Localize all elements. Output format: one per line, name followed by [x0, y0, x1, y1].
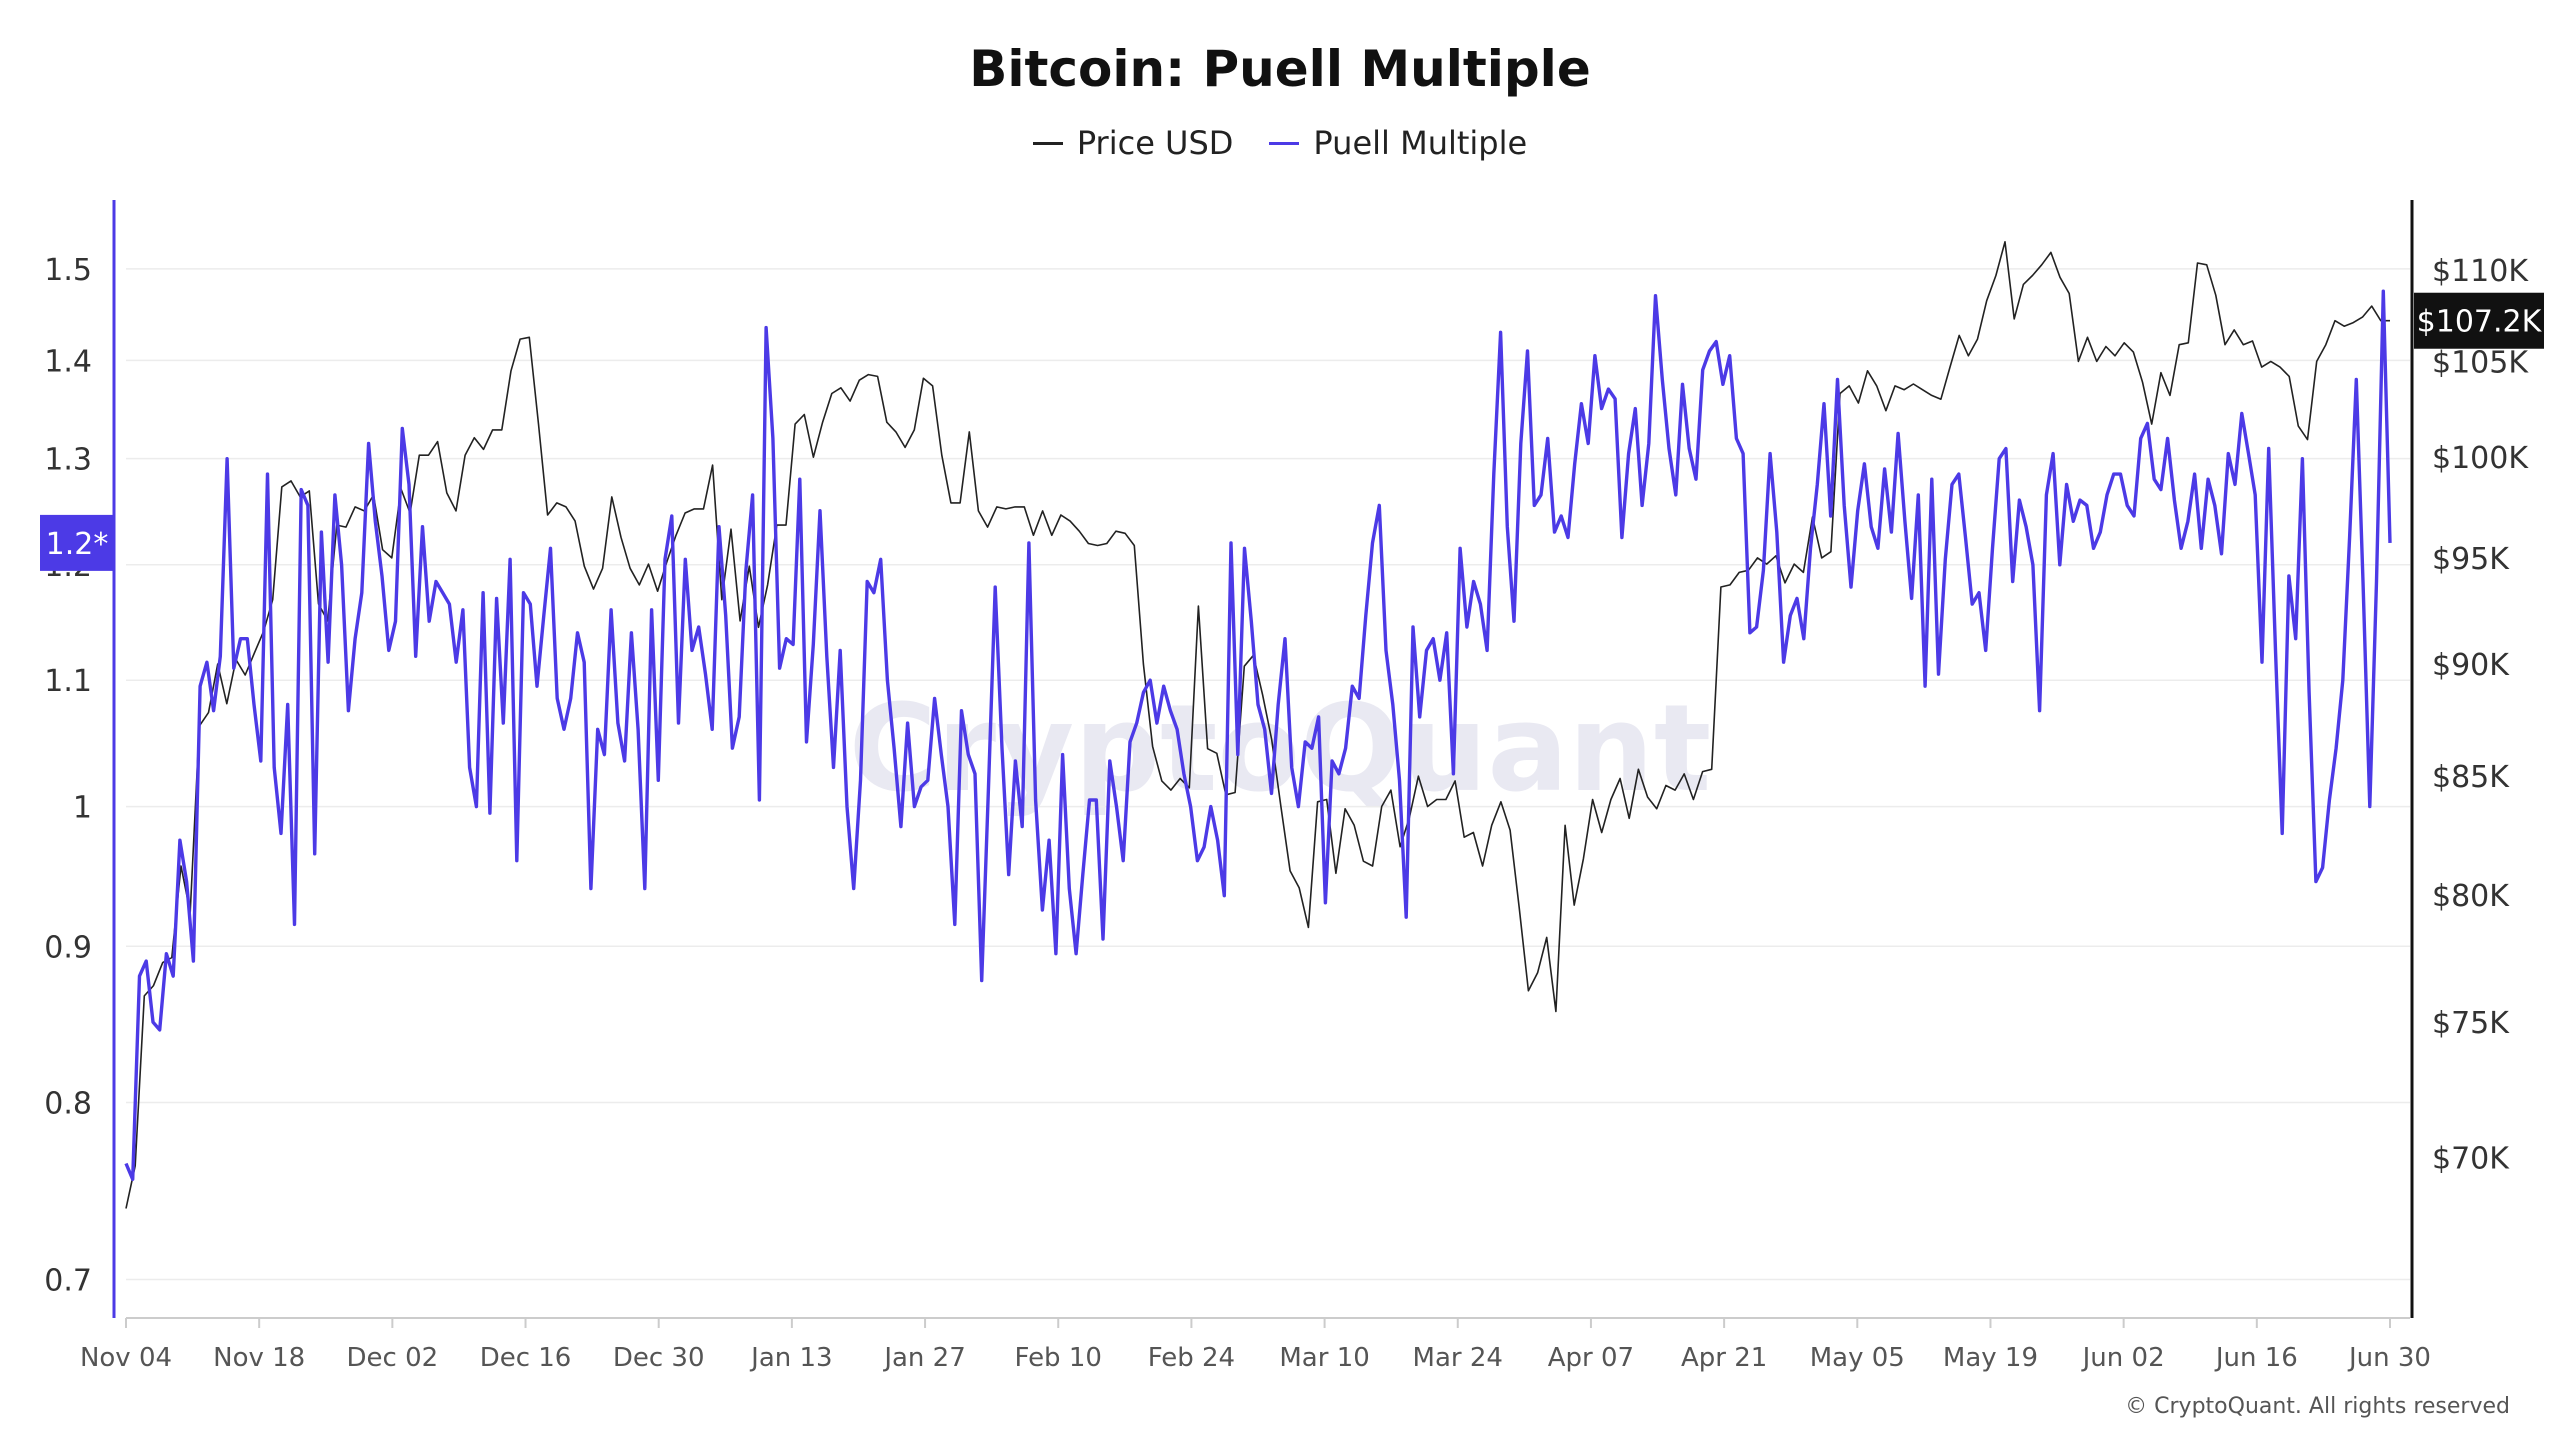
right-current-badge-label: $107.2K [2417, 305, 2543, 340]
left-tick-label: 0.8 [44, 1086, 92, 1121]
chart-title: Bitcoin: Puell Multiple [969, 40, 1591, 98]
right-tick-label: $100K [2432, 441, 2529, 476]
copyright-text: © CryptoQuant. All rights reserved [2125, 1394, 2510, 1419]
right-tick-label: $75K [2432, 1006, 2510, 1041]
x-tick-label: Dec 16 [480, 1343, 572, 1373]
legend-label-price: Price USD [1076, 124, 1234, 162]
right-tick-label: $85K [2432, 760, 2510, 795]
left-tick-label: 0.7 [44, 1264, 92, 1299]
x-tick-label: Apr 07 [1548, 1343, 1634, 1373]
x-tick-label: Dec 02 [347, 1343, 439, 1373]
x-tick-label: Feb 10 [1015, 1343, 1102, 1373]
x-tick-label: Nov 18 [213, 1343, 305, 1373]
x-tick-label: Nov 04 [80, 1343, 172, 1373]
left-current-badge-label: 1.2* [46, 527, 109, 562]
chart-legend: Price USD Puell Multiple [0, 124, 2560, 162]
left-tick-label: 0.9 [44, 930, 92, 965]
left-tick-label: 1.4 [44, 344, 92, 379]
left-current-badge [40, 514, 114, 571]
x-tick-label: Mar 10 [1279, 1343, 1369, 1373]
legend-swatch-puell [1269, 141, 1300, 145]
x-tick-label: Jun 16 [2214, 1343, 2298, 1373]
right-tick-label: $90K [2432, 648, 2510, 683]
right-tick-label: $110K [2432, 254, 2529, 289]
right-current-badge [2414, 292, 2544, 349]
x-tick-label: Jun 30 [2347, 1343, 2431, 1373]
legend-item-price[interactable]: Price USD [1032, 124, 1234, 162]
x-tick-label: May 19 [1943, 1343, 2038, 1373]
legend-item-puell[interactable]: Puell Multiple [1269, 124, 1527, 162]
series-line-price-usd [125, 241, 2390, 1209]
right-tick-label: $80K [2432, 879, 2510, 914]
left-tick-label: 1.1 [44, 664, 92, 699]
left-tick-label: 1.3 [44, 443, 92, 478]
legend-label-puell: Puell Multiple [1313, 124, 1528, 162]
legend-swatch-price [1032, 141, 1063, 145]
right-tick-label: $95K [2432, 542, 2510, 577]
x-tick-label: Mar 24 [1413, 1343, 1503, 1373]
x-tick-label: May 05 [1810, 1343, 1905, 1373]
x-tick-label: Apr 21 [1681, 1343, 1767, 1373]
right-tick-label: $105K [2432, 345, 2529, 380]
left-tick-label: 1 [73, 791, 92, 826]
left-tick-label: 1.5 [44, 253, 92, 288]
x-tick-label: Feb 24 [1148, 1343, 1235, 1373]
x-tick-label: Jan 13 [749, 1343, 832, 1373]
x-tick-label: Dec 30 [613, 1343, 705, 1373]
series-line-puell-multiple [124, 289, 2392, 1182]
x-tick-label: Jun 02 [2081, 1343, 2165, 1373]
right-tick-label: $70K [2432, 1141, 2510, 1176]
x-tick-label: Jan 27 [882, 1343, 965, 1373]
